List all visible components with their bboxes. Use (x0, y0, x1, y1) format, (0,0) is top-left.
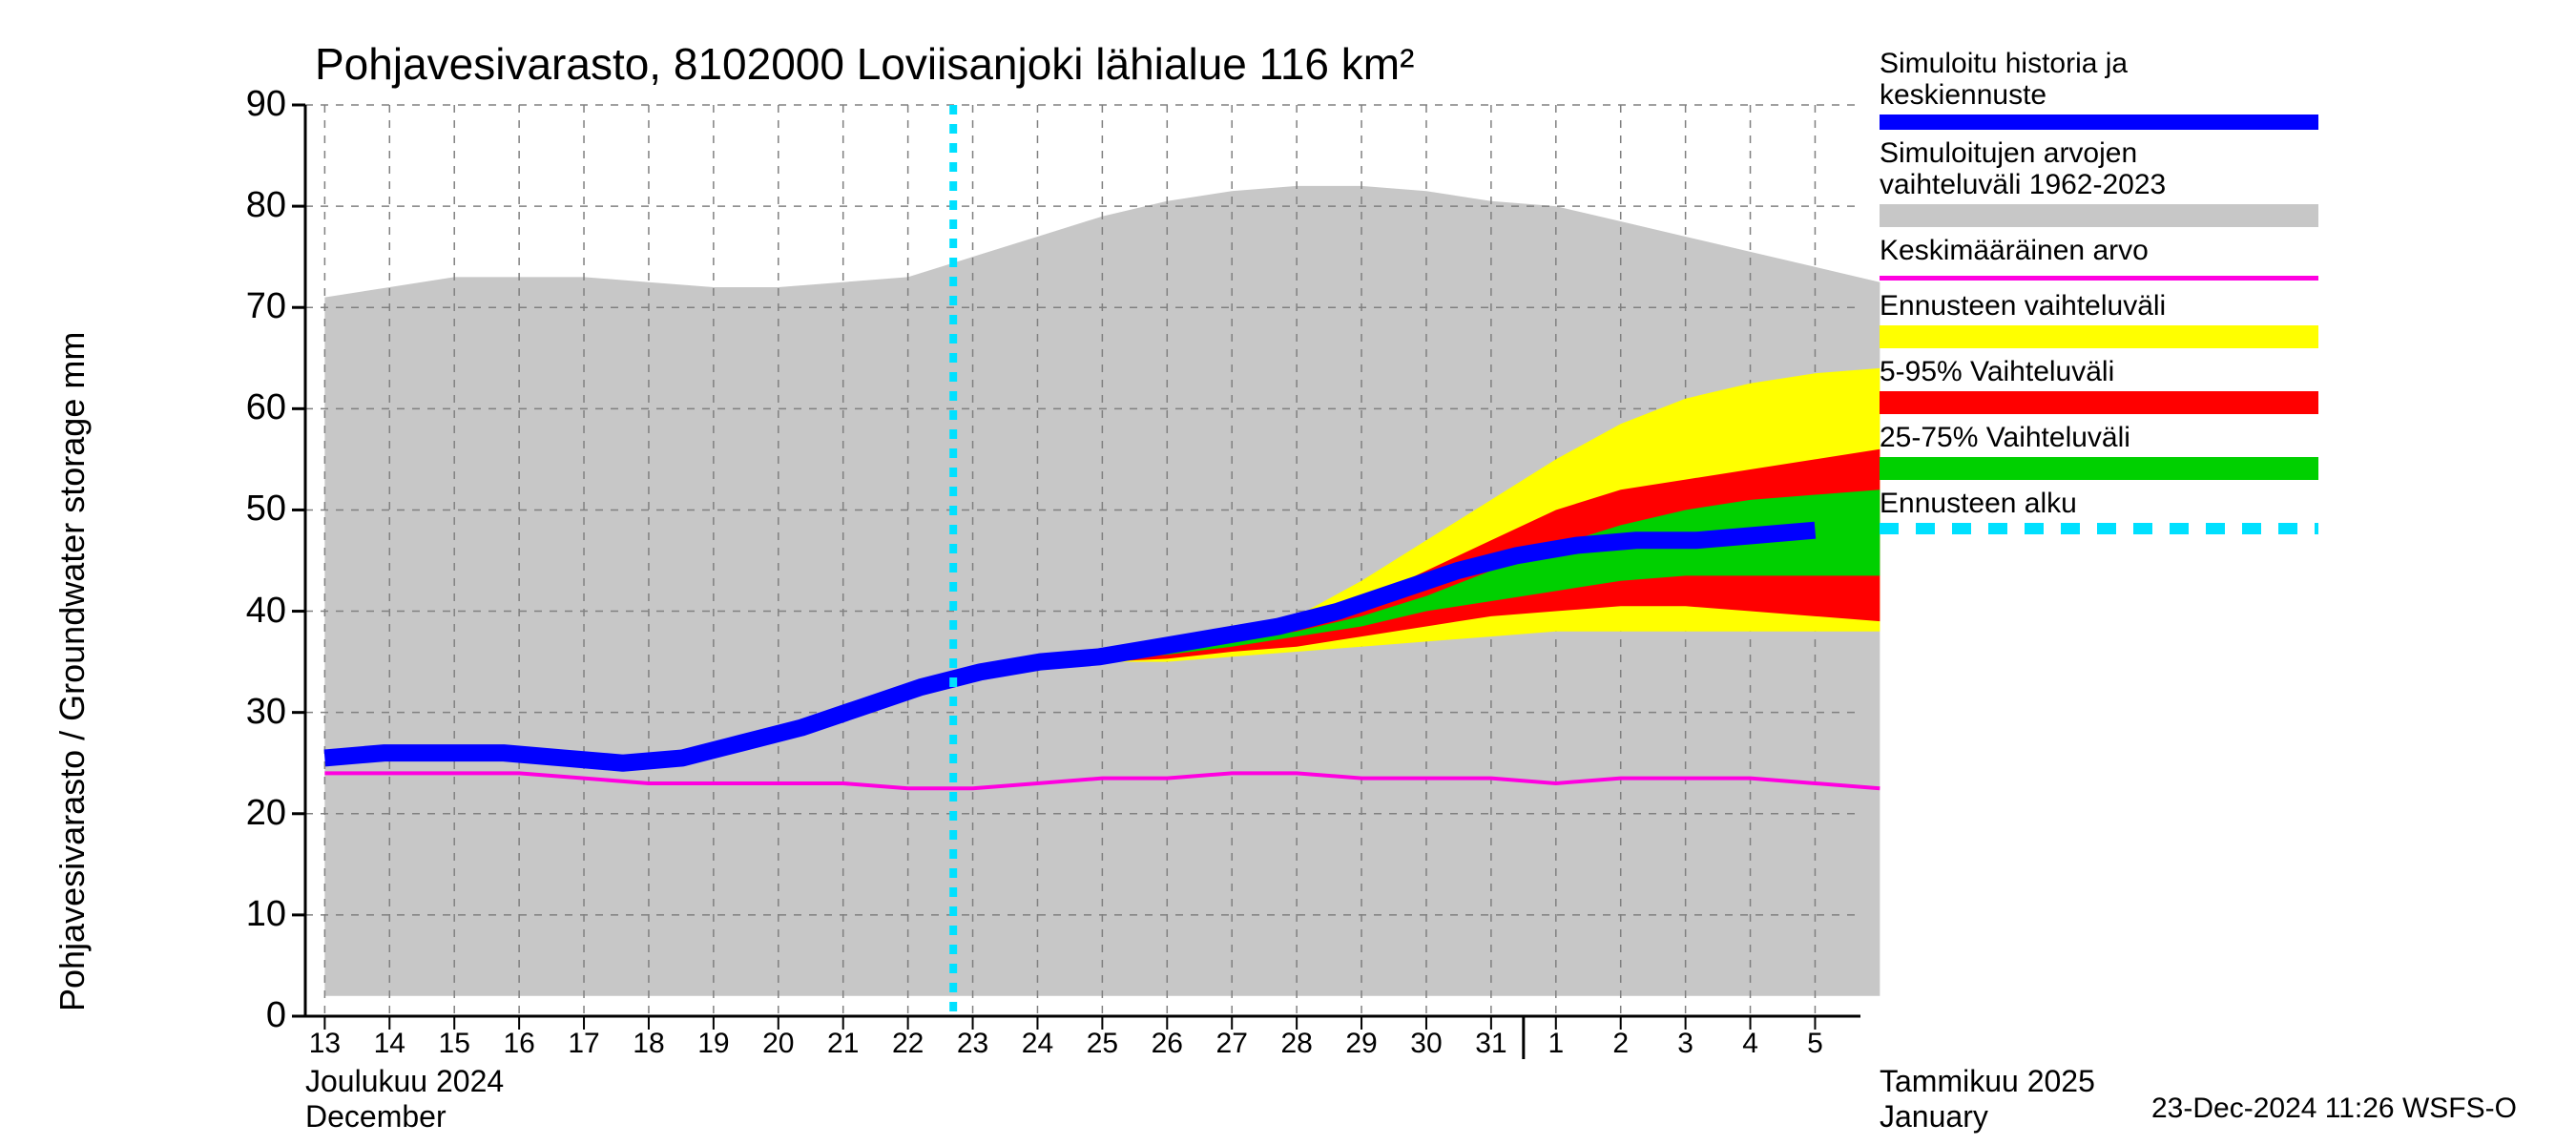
x-tick-label: 28 (1268, 1028, 1325, 1060)
y-tick-label: 40 (191, 591, 286, 632)
x-month-left-2: December (305, 1099, 504, 1135)
legend-item: Simuloitu historia jakeskiennuste (1880, 48, 2337, 130)
x-tick-label: 31 (1463, 1028, 1520, 1060)
legend-swatch (1880, 204, 2318, 227)
legend-item: 5-95% Vaihteluväli (1880, 356, 2337, 414)
x-tick-label: 25 (1073, 1028, 1131, 1060)
legend-item: 25-75% Vaihteluväli (1880, 422, 2337, 480)
x-tick-label: 30 (1398, 1028, 1455, 1060)
legend-label: 25-75% Vaihteluväli (1880, 422, 2337, 453)
legend-swatch (1880, 114, 2318, 130)
x-tick-label: 29 (1333, 1028, 1390, 1060)
x-tick-label: 4 (1722, 1028, 1779, 1060)
x-tick-label: 18 (620, 1028, 677, 1060)
x-month-left: Joulukuu 2024 December (305, 1064, 504, 1135)
y-tick-label: 80 (191, 185, 286, 226)
legend-label: Simuloitujen arvojen (1880, 137, 2337, 169)
x-tick-label: 2 (1592, 1028, 1650, 1060)
legend-label: keskiennuste (1880, 79, 2337, 111)
legend-item: Ennusteen vaihteluväli (1880, 290, 2337, 348)
x-tick-label: 14 (361, 1028, 418, 1060)
legend: Simuloitu historia jakeskiennusteSimuloi… (1880, 48, 2337, 542)
y-tick-label: 10 (191, 894, 286, 935)
x-month-left-1: Joulukuu 2024 (305, 1064, 504, 1099)
x-tick-label: 23 (945, 1028, 1002, 1060)
legend-label: Simuloitu historia ja (1880, 48, 2337, 79)
x-tick-label: 19 (685, 1028, 742, 1060)
y-tick-label: 90 (191, 84, 286, 125)
legend-swatch (1880, 325, 2318, 348)
legend-label: 5-95% Vaihteluväli (1880, 356, 2337, 387)
x-tick-label: 21 (815, 1028, 872, 1060)
chart-container: Pohjavesivarasto / Groundwater storage m… (0, 0, 2576, 1145)
x-tick-label: 26 (1138, 1028, 1195, 1060)
y-tick-label: 0 (191, 995, 286, 1036)
legend-swatch (1880, 276, 2318, 281)
x-tick-label: 15 (426, 1028, 483, 1060)
y-tick-label: 70 (191, 286, 286, 327)
x-tick-label: 13 (296, 1028, 353, 1060)
legend-swatch (1880, 523, 2318, 534)
x-tick-label: 27 (1203, 1028, 1260, 1060)
legend-label: Ennusteen alku (1880, 488, 2337, 519)
legend-label: vaihteluväli 1962-2023 (1880, 169, 2337, 200)
y-tick-label: 20 (191, 793, 286, 834)
x-tick-label: 20 (750, 1028, 807, 1060)
x-month-right-2: January (1880, 1099, 2095, 1135)
legend-label: Ennusteen vaihteluväli (1880, 290, 2337, 322)
legend-swatch (1880, 391, 2318, 414)
y-tick-label: 60 (191, 387, 286, 428)
x-tick-label: 5 (1786, 1028, 1843, 1060)
legend-item: Simuloitujen arvojenvaihteluväli 1962-20… (1880, 137, 2337, 227)
x-tick-label: 1 (1527, 1028, 1585, 1060)
x-tick-label: 22 (880, 1028, 937, 1060)
x-tick-label: 3 (1657, 1028, 1714, 1060)
footer-text: 23-Dec-2024 11:26 WSFS-O (2151, 1093, 2517, 1124)
x-month-right-1: Tammikuu 2025 (1880, 1064, 2095, 1099)
x-month-right: Tammikuu 2025 January (1880, 1064, 2095, 1135)
x-tick-label: 17 (555, 1028, 613, 1060)
legend-item: Ennusteen alku (1880, 488, 2337, 534)
y-tick-label: 30 (191, 692, 286, 733)
footer-timestamp: 23-Dec-2024 11:26 WSFS-O (2151, 1093, 2517, 1125)
x-tick-label: 24 (1008, 1028, 1066, 1060)
legend-item: Keskimääräinen arvo (1880, 235, 2337, 281)
legend-label: Keskimääräinen arvo (1880, 235, 2337, 266)
x-tick-label: 16 (490, 1028, 548, 1060)
legend-swatch (1880, 457, 2318, 480)
y-tick-label: 50 (191, 489, 286, 530)
